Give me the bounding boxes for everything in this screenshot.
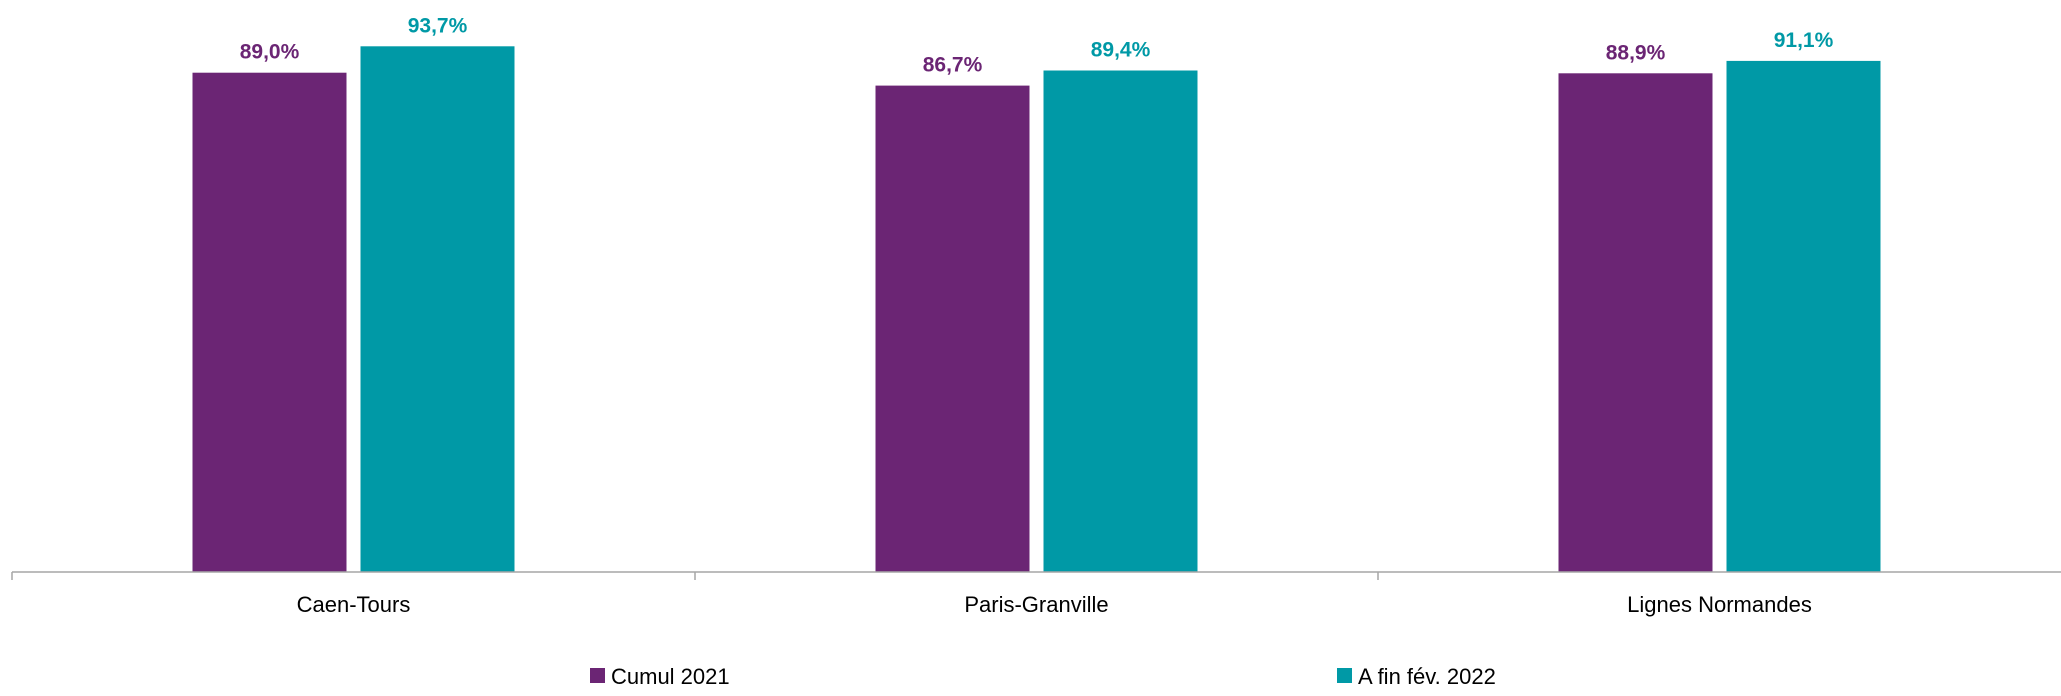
legend: Cumul 2021 A fin fév. 2022	[590, 664, 1496, 689]
legend-swatch	[1337, 668, 1352, 683]
bar-series2-paris-granville	[1043, 70, 1198, 572]
x-axis	[11, 571, 2061, 580]
bar-series2-caen-tours	[360, 46, 515, 573]
category-labels-layer: Caen-Tours Paris-Granville Lignes Normande…	[297, 592, 1812, 617]
bar-series1-paris-granville	[875, 85, 1030, 572]
category-label: Paris-Granville	[964, 592, 1108, 617]
data-label: 89,4%	[1091, 39, 1151, 62]
data-label: 91,1%	[1774, 29, 1834, 52]
data-label: 93,7%	[408, 14, 468, 37]
data-label: 86,7%	[923, 54, 983, 77]
bars-layer	[192, 46, 1881, 573]
legend-swatch	[590, 668, 605, 683]
data-label: 88,9%	[1606, 41, 1666, 64]
legend-label: A fin fév. 2022	[1358, 664, 1496, 689]
data-label: 89,0%	[240, 41, 300, 64]
bar-series2-lignes-normandes	[1726, 60, 1881, 573]
value-labels-layer: 89,0% 93,7% 86,7% 89,4% 88,9% 91,1%	[240, 14, 1834, 76]
bar-series1-caen-tours	[192, 72, 347, 572]
legend-label: Cumul 2021	[611, 664, 730, 689]
category-label: Lignes Normandes	[1627, 592, 1812, 617]
category-label: Caen-Tours	[297, 592, 411, 617]
bar-series1-lignes-normandes	[1558, 73, 1713, 573]
